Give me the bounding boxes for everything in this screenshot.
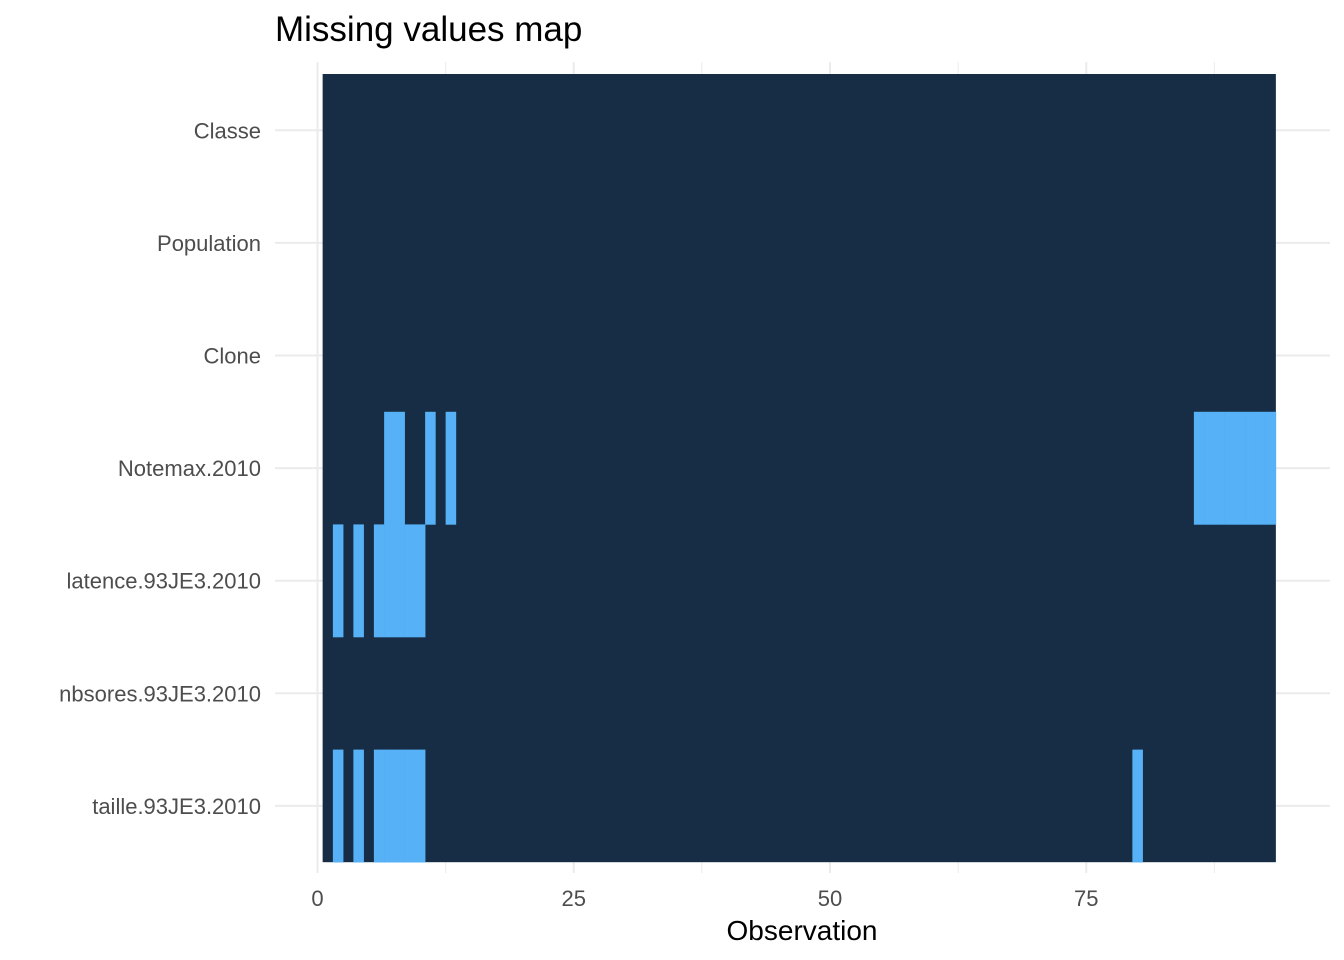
missing-cell (394, 411, 405, 525)
y-tick-label: Clone (204, 344, 261, 369)
heatmap-cells (322, 74, 1277, 863)
x-tick-label: 50 (818, 886, 842, 911)
missing-cell (445, 411, 457, 525)
x-tick-label: 25 (562, 886, 586, 911)
missing-cell (1132, 749, 1143, 863)
missing-cell (353, 749, 364, 863)
missing-cell (384, 524, 395, 638)
missing-cell (1234, 411, 1246, 525)
x-axis-title: Observation (727, 915, 878, 946)
missing-cell (384, 749, 395, 863)
missing-cell (394, 749, 405, 863)
missing-cell (332, 524, 344, 638)
y-tick-label: nbsores.93JE3.2010 (59, 681, 261, 706)
y-axis-labels: Classe Population Clone Notemax.2010 latence… (59, 118, 261, 819)
missing-cell (404, 749, 416, 863)
missing-cell (1224, 411, 1236, 525)
missing-cell (384, 411, 395, 525)
missing-cell (394, 524, 405, 638)
missing-cell (1204, 411, 1215, 525)
missing-cell (404, 524, 416, 638)
missing-cell (1214, 411, 1225, 525)
chart-title: Missing values map (275, 10, 582, 49)
x-tick-label: 0 (311, 886, 323, 911)
x-axis-ticks: 0 25 50 75 (311, 886, 1098, 911)
missing-cell (414, 749, 426, 863)
missing-cell (332, 749, 344, 863)
y-tick-label: Classe (194, 118, 261, 143)
missing-cell (425, 411, 436, 525)
missing-cell (353, 524, 364, 638)
missing-cell (414, 524, 426, 638)
missing-cell (373, 524, 385, 638)
missing-cell (1265, 411, 1277, 525)
present-values-block (322, 74, 1276, 863)
x-tick-label: 75 (1074, 886, 1098, 911)
missing-cell (373, 749, 385, 863)
missing-cell (1245, 411, 1256, 525)
y-tick-label: Population (157, 231, 261, 256)
missing-cell (1193, 411, 1205, 525)
y-tick-label: taille.93JE3.2010 (92, 794, 261, 819)
y-tick-label: latence.93JE3.2010 (67, 569, 262, 594)
y-tick-label: Notemax.2010 (118, 456, 261, 481)
missing-cell (1255, 411, 1266, 525)
